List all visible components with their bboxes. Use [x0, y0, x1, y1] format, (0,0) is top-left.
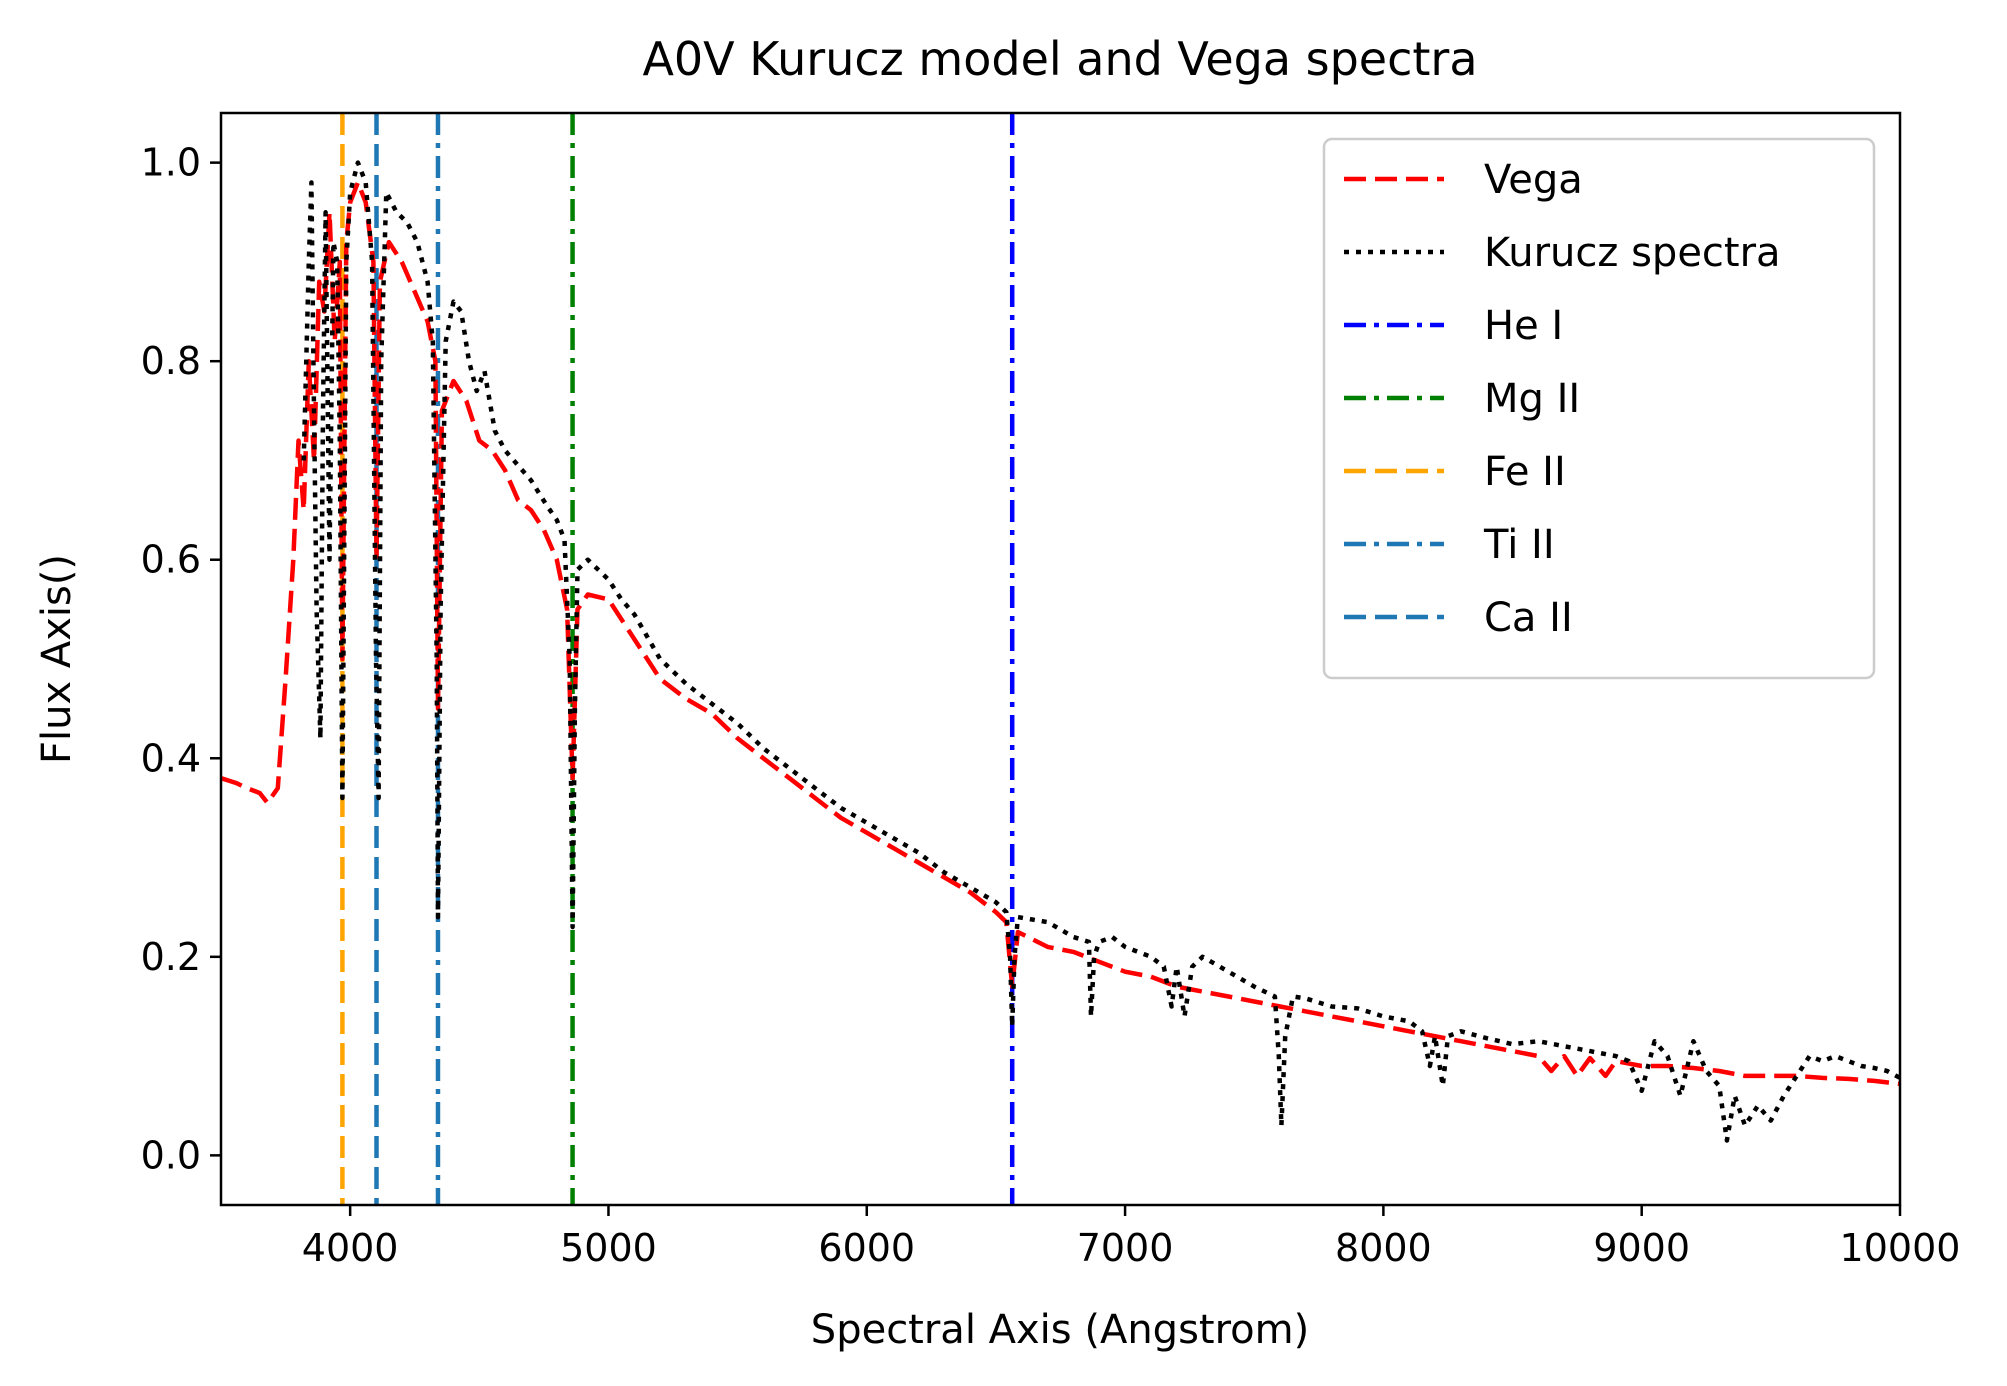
y-tick-label: 1.0: [141, 141, 201, 185]
legend-label-ti-ii: Ti II: [1483, 522, 1555, 568]
x-tick-label: 5000: [560, 1226, 657, 1270]
x-axis-label: Spectral Axis (Angstrom): [811, 1307, 1309, 1353]
legend-box: [1322, 137, 1876, 680]
legend-label-he-i: He I: [1484, 303, 1563, 349]
y-tick-label: 0.6: [141, 538, 201, 582]
legend-label-vega: Vega: [1484, 157, 1583, 203]
legend-label-mg-ii: Mg II: [1484, 376, 1580, 422]
axes-layer: 4000 5000 6000 7000 8000 9000 10000 0.0 0.2 0.4 0.…: [141, 111, 1961, 1270]
y-axis-label: Flux Axis(): [34, 554, 80, 764]
legend-label-fe-ii: Fe II: [1484, 449, 1566, 495]
series-line-kurucz-spectra: [301, 160, 1900, 1143]
x-tick-label: 4000: [302, 1226, 399, 1270]
plot-frame: [219, 111, 1902, 1207]
legend-label-ca-ii: Ca II: [1484, 595, 1573, 641]
series-layer: [221, 160, 1900, 1143]
y-tick-label: 0.0: [141, 1133, 201, 1177]
x-tick-label: 9000: [1593, 1226, 1690, 1270]
y-tick-label: 0.8: [141, 339, 201, 383]
legend: Vega Kurucz spectra He I Mg II Fe II Ti II Ca …: [1322, 137, 1876, 680]
series-line-vega: [221, 180, 1900, 1087]
x-tick-label: 10000: [1840, 1226, 1961, 1270]
x-tick-label: 6000: [818, 1226, 915, 1270]
x-tick-label: 7000: [1077, 1226, 1174, 1270]
legend-label-kurucz-spectra: Kurucz spectra: [1484, 230, 1781, 276]
chart-title: A0V Kurucz model and Vega spectra: [642, 32, 1477, 86]
y-tick-label: 0.2: [141, 935, 201, 979]
x-tick-label: 8000: [1335, 1226, 1432, 1270]
y-tick-label: 0.4: [141, 736, 201, 780]
